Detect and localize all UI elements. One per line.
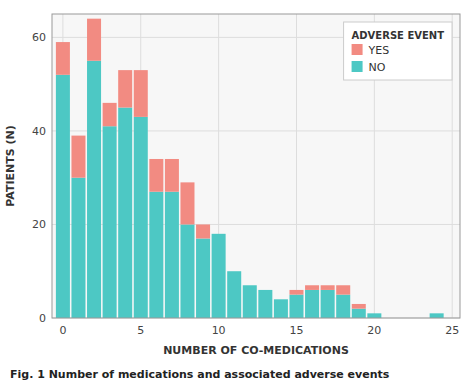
bar-segment [336,295,350,318]
legend-title: ADVERSE EVENT [352,30,445,41]
bar-segment [118,108,132,318]
y-tick-label: 60 [32,31,46,44]
plot-area [52,14,460,318]
bar-segment [134,117,148,318]
bar-segment [430,313,444,318]
bar-segment [289,295,303,318]
bar-segment [243,285,257,318]
bar-segment [305,285,319,290]
x-grid-line [296,14,297,318]
bar-segment [134,70,148,117]
bar-segment [180,182,194,224]
bar-segment [103,103,117,126]
legend-swatch [352,44,363,55]
x-tick-label: 25 [445,324,459,337]
bar-segment [336,285,350,294]
bar-segment [165,159,179,192]
legend-swatch [352,61,363,72]
bar-segment [87,61,101,318]
x-tick-label: 0 [59,324,66,337]
x-tick-label: 5 [137,324,144,337]
bar-segment [289,290,303,295]
bar-segment [196,238,210,318]
bar-segment [321,285,335,290]
bar-segment [212,233,226,234]
x-tick-label: 20 [367,324,381,337]
bar-segment [118,70,132,107]
bar-segment [103,126,117,318]
bar-segment [87,19,101,61]
x-axis-label: NUMBER OF CO-MEDICATIONS [163,344,349,357]
bar-segment [258,290,272,318]
bar-segment [165,192,179,318]
bar-segment [227,271,241,318]
x-tick-label: 15 [289,324,303,337]
bar-segment [367,313,381,318]
bar-segment [274,299,288,318]
y-tick-label: 20 [32,218,46,231]
bar-segment [196,224,210,238]
bar-segment [258,289,272,290]
bar-segment [352,304,366,309]
bar-segment [56,42,70,75]
bar-segment [71,136,85,178]
x-tick-label: 10 [212,324,226,337]
legend-frame [344,22,452,80]
caption: Fig. 1 Number of medications and associa… [10,368,390,381]
y-axis-label: PATIENTS (N) [4,125,17,207]
legend-label: NO [369,61,386,74]
bar-segment [430,313,444,314]
bar-segment [71,178,85,318]
legend-label: YES [368,44,390,57]
bar-segment [180,224,194,318]
y-tick-label: 40 [32,125,46,138]
background [0,0,474,390]
bar-segment [305,290,319,318]
legend: ADVERSE EVENT YES NO [344,22,452,80]
bar-segment [321,290,335,318]
plot-frame [52,14,460,318]
bar-segment [212,234,226,318]
bar-segment [56,75,70,318]
bar-segment [227,271,241,272]
y-tick-label: 0 [39,312,46,325]
bar-segment [243,285,257,286]
bar-segment [274,299,288,300]
bar-segment [367,313,381,314]
bar-segment [352,309,366,318]
bar-segment [149,159,163,192]
bar-segment [149,192,163,318]
